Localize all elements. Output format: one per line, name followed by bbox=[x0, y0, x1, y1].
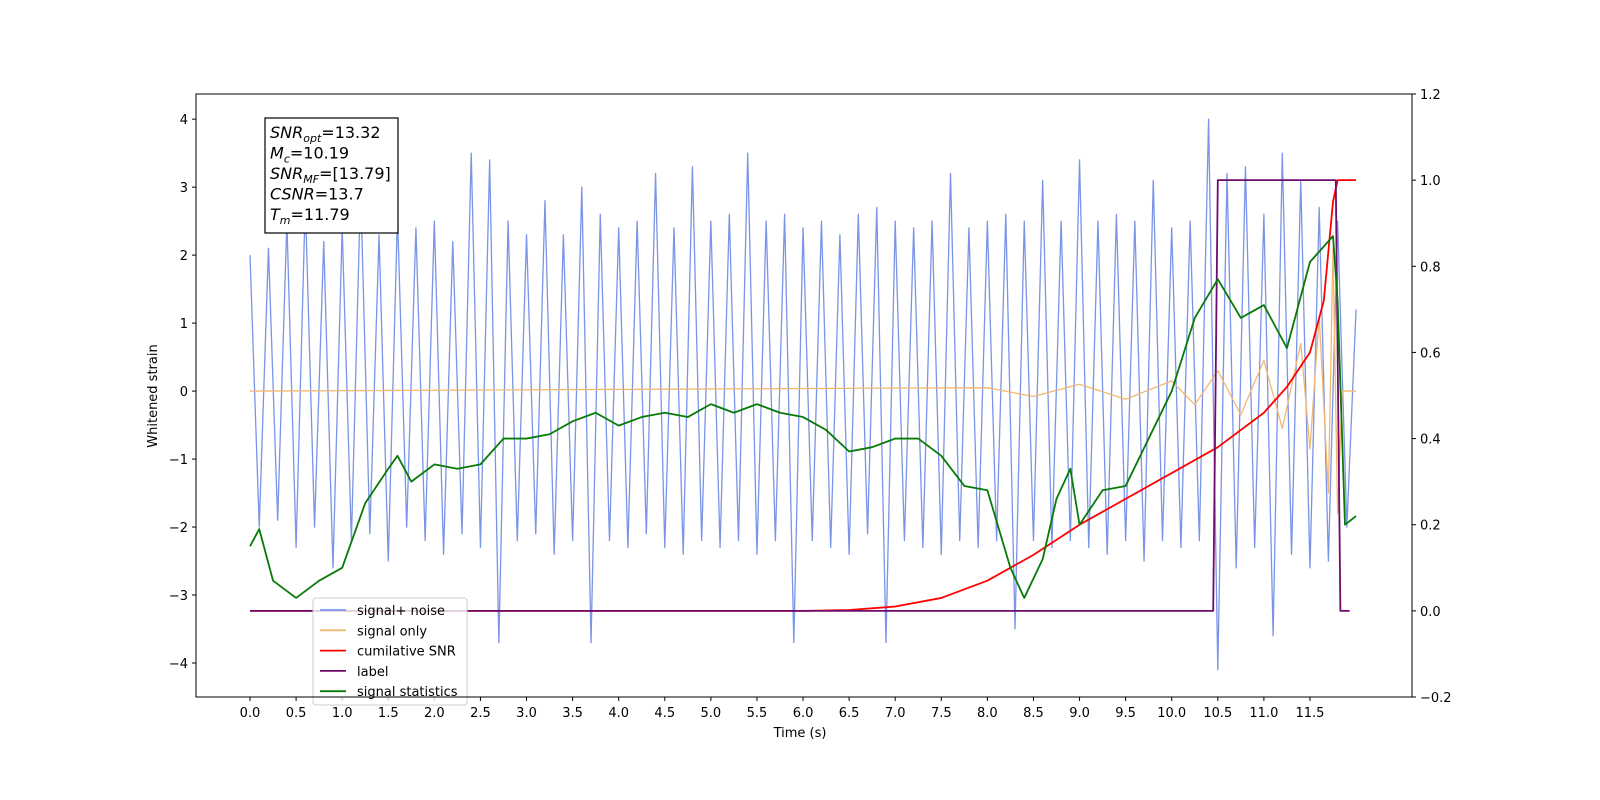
annotation-symbol: M bbox=[270, 144, 284, 163]
x-tick-label: 0.5 bbox=[286, 706, 307, 721]
annotation-subscript: MF bbox=[303, 173, 319, 186]
x-tick-label: 1.0 bbox=[332, 706, 353, 721]
annotation-value: =10.19 bbox=[290, 144, 349, 163]
plot-area bbox=[249, 118, 1357, 671]
x-tick-label: 2.0 bbox=[424, 706, 445, 721]
x-tick-label: 7.5 bbox=[931, 706, 952, 721]
annotation-value: =13.32 bbox=[321, 123, 380, 142]
y-tick-label: 3 bbox=[180, 181, 188, 196]
legend-box bbox=[312, 597, 468, 706]
x-tick-label: 5.5 bbox=[747, 706, 768, 721]
annotation-line: SNRMF=[13.79] bbox=[270, 164, 391, 186]
annotation-value: =11.79 bbox=[291, 205, 350, 224]
x-tick-label: 2.5 bbox=[470, 706, 491, 721]
y-tick-label: −4 bbox=[169, 657, 188, 672]
x-axis-label: Time (s) bbox=[773, 726, 827, 741]
annotation-value: =13.7 bbox=[315, 185, 364, 204]
y-tick-label: 0 bbox=[180, 385, 188, 400]
annotation-value: =[13.79] bbox=[319, 164, 391, 183]
y2-tick-label: 1.0 bbox=[1420, 174, 1441, 189]
y2-tick-label: 0.6 bbox=[1420, 346, 1441, 361]
x-tick-label: 11.5 bbox=[1295, 706, 1324, 721]
annotation-symbol: SNR bbox=[270, 123, 303, 142]
y2-tick-label: 0.0 bbox=[1420, 605, 1441, 620]
annotation-subscript: c bbox=[284, 153, 290, 166]
y2-tick-label: −0.2 bbox=[1420, 691, 1452, 706]
x-tick-label: 4.0 bbox=[608, 706, 629, 721]
legend-label: cumilative SNR bbox=[357, 645, 456, 660]
x-tick-label: 9.5 bbox=[1115, 706, 1136, 721]
x-tick-label: 6.5 bbox=[839, 706, 860, 721]
x-tick-label: 5.0 bbox=[701, 706, 722, 721]
y-tick-label: 2 bbox=[180, 249, 188, 264]
x-tick-label: 9.0 bbox=[1069, 706, 1090, 721]
annotation-line: Mc=10.19 bbox=[270, 144, 349, 166]
annotation-line: SNRopt=13.32 bbox=[270, 123, 381, 145]
axes-frame bbox=[195, 93, 1413, 698]
x-tick-label: 3.5 bbox=[562, 706, 583, 721]
annotation-symbol: CSNR bbox=[270, 185, 315, 204]
y-tick-label: 1 bbox=[180, 317, 188, 332]
series-line bbox=[249, 118, 1357, 671]
y2-tick-label: 0.2 bbox=[1420, 519, 1441, 534]
x-tick-label: 3.0 bbox=[516, 706, 537, 721]
x-tick-label: 0.0 bbox=[240, 706, 261, 721]
legend-label: signal only bbox=[357, 624, 427, 639]
x-tick-label: 1.5 bbox=[378, 706, 399, 721]
x-tick-label: 8.5 bbox=[1023, 706, 1044, 721]
series-line bbox=[250, 179, 1350, 612]
y-axis-label: Whitened strain bbox=[146, 344, 161, 447]
y-tick-label: −3 bbox=[169, 589, 188, 604]
y2-tick-label: 0.4 bbox=[1420, 433, 1441, 448]
y2-tick-label: 1.2 bbox=[1420, 88, 1441, 103]
x-tick-label: 11.0 bbox=[1249, 706, 1278, 721]
annotation-line: CSNR=13.7 bbox=[270, 185, 364, 204]
y2-tick-label: 0.8 bbox=[1420, 260, 1441, 275]
x-tick-label: 10.5 bbox=[1203, 706, 1232, 721]
y-tick-label: −2 bbox=[169, 521, 188, 536]
legend-label: signal+ noise bbox=[357, 604, 445, 619]
annotation-box bbox=[264, 117, 399, 234]
y-tick-label: −1 bbox=[169, 453, 188, 468]
y-tick-label: 4 bbox=[180, 113, 188, 128]
x-tick-label: 10.0 bbox=[1157, 706, 1186, 721]
series-line bbox=[250, 179, 1357, 612]
annotation-symbol: T bbox=[270, 205, 281, 224]
legend-label: label bbox=[357, 665, 388, 680]
annotation-subscript: opt bbox=[303, 132, 322, 145]
legend-label: signal statistics bbox=[357, 685, 458, 700]
x-tick-label: 8.0 bbox=[977, 706, 998, 721]
annotation-symbol: SNR bbox=[270, 164, 303, 183]
annotation-subscript: m bbox=[280, 214, 291, 227]
x-tick-label: 7.0 bbox=[885, 706, 906, 721]
x-tick-label: 4.5 bbox=[654, 706, 675, 721]
annotation-line: Tm=11.79 bbox=[270, 205, 350, 227]
series-line bbox=[249, 235, 1357, 599]
x-tick-label: 6.0 bbox=[793, 706, 814, 721]
